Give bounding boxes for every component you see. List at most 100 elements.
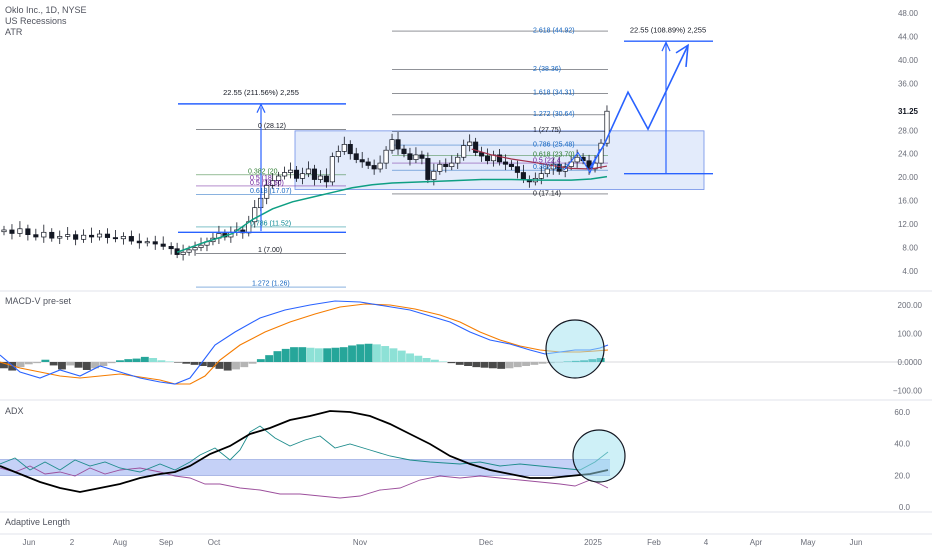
macd-pane-label[interactable]: MACD-V pre-set (5, 296, 72, 306)
macd-histogram-bar (331, 347, 340, 362)
candle-body (341, 143, 347, 152)
adaptive-length-label[interactable]: Adaptive Length (5, 517, 71, 527)
annotation-label: 0.5 (18 (250, 175, 272, 182)
candle-body (479, 152, 485, 157)
annotation-label: 1.272 (1.26) (252, 281, 290, 288)
annotation-label: 22.55 (211.56%) 2,255 (223, 88, 299, 97)
time-tick-label: 2 (70, 538, 75, 547)
arrow-head (661, 40, 671, 52)
arrow-head (256, 103, 266, 113)
macd-histogram-bar (16, 362, 25, 368)
candle-body (389, 139, 395, 151)
price-tick-label: 12.00 (898, 220, 919, 229)
price-tick-label: 36.00 (898, 79, 919, 88)
macd-histogram-bar (439, 361, 448, 362)
macd-histogram-bar (430, 359, 439, 362)
annotation-label: 0.786 (11.52) (250, 220, 291, 227)
candle-body (496, 154, 503, 163)
indicator-atr[interactable]: ATR (5, 27, 23, 37)
macd-histogram-bar (215, 362, 224, 369)
candle-body (180, 251, 186, 255)
candle-body (299, 173, 306, 179)
macd-histogram-bar (406, 353, 414, 362)
time-tick-label: Jun (23, 538, 36, 547)
macd-tick-label: 200.00 (898, 301, 923, 310)
candle-body (276, 175, 282, 182)
annotation-label: 0.382 (21.2 (533, 164, 569, 171)
candle-body (419, 154, 425, 159)
candle-body (128, 236, 134, 242)
candle-body (192, 247, 198, 251)
highlight-circle (572, 429, 626, 483)
macd-histogram-bar (74, 362, 83, 368)
price-axis[interactable]: 48.00 44.00 40.00 36.00 31.25 28.00 24.00 20.00… (898, 9, 919, 276)
candle-body (73, 234, 79, 240)
price-tick-label: 8.00 (902, 244, 918, 253)
indicator-us-recessions[interactable]: US Recessions (5, 16, 67, 26)
macd-histogram-bar (464, 362, 472, 366)
candle-body (461, 145, 467, 158)
candle-body (431, 170, 437, 180)
candle-body (9, 229, 15, 234)
macd-histogram-bar (207, 362, 216, 368)
macd-histogram-bar (530, 362, 539, 365)
price-tick-label: 4.00 (902, 267, 918, 276)
annotation-label: 1.618 (34.31) (533, 90, 575, 97)
candle-body (305, 168, 312, 175)
candle-body (425, 158, 431, 180)
time-tick-label: Dec (479, 538, 493, 547)
macd-histogram-bar (364, 343, 373, 362)
annotation-label: 0.382 (20 (248, 169, 278, 176)
macd-pane[interactable] (0, 300, 905, 385)
macd-histogram-bar (414, 355, 423, 362)
candle-body (270, 180, 276, 186)
macd-histogram-bar (298, 347, 307, 362)
price-pane[interactable] (1, 30, 713, 288)
macd-histogram-bar (223, 362, 232, 371)
macd-signal-line (0, 303, 609, 385)
candle-body (252, 207, 258, 223)
macd-histogram-bar (397, 350, 406, 362)
macd-histogram-bar (513, 362, 522, 368)
macd-histogram-bar (182, 362, 191, 364)
macd-histogram-bar (472, 362, 481, 368)
candle-body (198, 244, 204, 248)
macd-histogram-bar (124, 359, 133, 362)
annotation-label: 0.618 (23.70) (533, 152, 575, 159)
candle-body (1, 229, 7, 233)
macd-histogram-bar (339, 347, 348, 362)
candle-body (96, 233, 103, 238)
candle-body (604, 110, 610, 144)
candle-body (41, 231, 47, 238)
time-tick-label: Sep (159, 538, 174, 547)
macd-histogram-bar (174, 362, 182, 363)
candle-body (377, 162, 383, 170)
annotation-label: 22.55 (108.89%) 2,255 (630, 25, 706, 34)
macd-histogram-bar (381, 346, 390, 362)
macd-histogram-bar (256, 359, 265, 362)
macd-axis[interactable]: 200.00 100.00 0.0000 −100.00 (893, 301, 923, 396)
annotation-label: 0.5 (18.50) (250, 180, 284, 187)
macd-histogram-bar (290, 347, 298, 362)
macd-histogram-bar (372, 344, 381, 362)
candle-body (17, 228, 23, 234)
forecast-arrow-head (675, 43, 689, 68)
candle-body (514, 166, 520, 173)
candle-body (443, 163, 449, 167)
time-axis[interactable]: Jun 2 Aug Sep Oct Nov Dec 2025 Feb 4 Apr May Jun (23, 538, 863, 547)
candle-body (502, 161, 509, 165)
candle-body (160, 243, 166, 247)
annotation-label: 0 (28.12) (258, 123, 286, 130)
candle-body (508, 163, 515, 167)
macd-histogram-bar (190, 362, 199, 365)
candle-body (485, 155, 491, 162)
candle-body (520, 172, 526, 180)
adx-axis[interactable]: 60.0 40.0 20.0 0.0 (894, 408, 910, 512)
adx-pane[interactable] (0, 410, 626, 499)
macd-histogram-bar (314, 348, 323, 362)
macd-histogram-bar (91, 362, 100, 369)
price-tick-label: 20.00 (898, 173, 919, 182)
adx-pane-label[interactable]: ADX (5, 406, 24, 416)
symbol-title[interactable]: Oklo Inc., 1D, NYSE (5, 5, 87, 15)
